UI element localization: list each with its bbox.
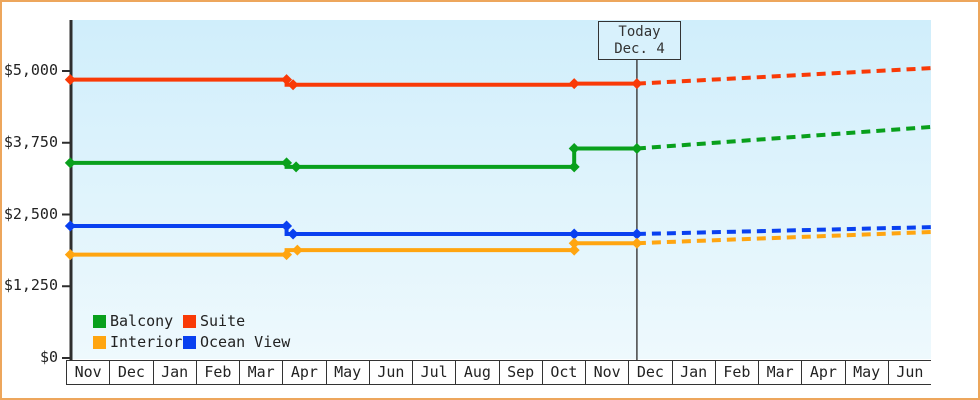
- marker-suite: [64, 74, 76, 86]
- legend: Balcony Suite Interior Ocean View: [93, 311, 290, 352]
- marker-balcony: [281, 157, 293, 169]
- today-label: Today: [618, 23, 661, 40]
- x-axis-month: Feb: [714, 361, 758, 384]
- legend-item-balcony: Balcony: [93, 311, 183, 331]
- x-axis-month: Nov: [585, 361, 628, 384]
- x-axis-month: May: [844, 361, 888, 384]
- marker-ocean-view: [287, 228, 299, 240]
- x-axis-month: Jan: [152, 361, 196, 384]
- marker-ocean-view: [281, 220, 293, 232]
- x-axis-month-row: Nov Dec Jan Feb Mar Apr May Jun Jul Aug Sep Oct Nov D…: [66, 360, 931, 385]
- x-axis-month: May: [325, 361, 369, 384]
- marker-suite: [631, 78, 643, 90]
- legend-item-ocean-view: Ocean View: [183, 332, 290, 352]
- marker-interior: [291, 244, 303, 256]
- marker-balcony: [631, 142, 643, 154]
- x-axis-month: Feb: [195, 361, 239, 384]
- legend-label: Ocean View: [200, 333, 291, 351]
- marker-interior: [568, 244, 580, 256]
- x-axis-month: Jun: [887, 361, 931, 384]
- series-line-ocean-view: [70, 223, 637, 237]
- legend-label: Interior: [110, 333, 183, 351]
- x-axis-month: Apr: [282, 361, 325, 384]
- marker-balcony: [290, 161, 302, 173]
- y-axis-label: $3,750: [3, 132, 58, 151]
- legend-label: Suite: [200, 312, 246, 330]
- marker-suite: [287, 79, 299, 91]
- marker-ocean-view: [64, 220, 76, 232]
- legend-swatch-balcony: [93, 314, 106, 328]
- x-axis-month: Nov: [66, 361, 109, 384]
- x-axis-month: Jan: [671, 361, 715, 384]
- forecast-line-ocean-view: [636, 225, 932, 237]
- x-axis-month: Mar: [758, 361, 801, 384]
- legend-swatch-suite: [183, 314, 196, 328]
- series-line-balcony: [70, 146, 637, 169]
- y-axis-label: $1,250: [3, 276, 58, 295]
- today-date: Dec. 4: [614, 40, 665, 57]
- plot-background: [71, 20, 931, 359]
- x-axis-month: Dec: [628, 361, 671, 384]
- marker-ocean-view: [631, 228, 643, 240]
- marker-ocean-view: [568, 228, 580, 240]
- x-axis-month: Mar: [239, 361, 282, 384]
- legend-swatch-interior: [93, 335, 106, 349]
- series-line-interior: [70, 241, 637, 257]
- marker-balcony: [568, 161, 580, 173]
- marker-balcony: [568, 142, 580, 154]
- legend-item-interior: Interior: [93, 332, 183, 352]
- y-axis-label: $5,000: [3, 61, 58, 79]
- marker-interior: [64, 249, 76, 261]
- series-line-suite: [70, 77, 637, 87]
- x-axis-month: Jun: [368, 361, 412, 384]
- y-axis-label: $2,500: [3, 204, 58, 223]
- x-axis-month: Oct: [541, 361, 585, 384]
- y-axis-label: $0: [39, 348, 58, 366]
- marker-suite: [568, 78, 580, 90]
- legend-item-suite: Suite: [183, 311, 290, 331]
- marker-suite: [281, 74, 293, 86]
- x-axis-month: Aug: [455, 361, 498, 384]
- marker-interior: [631, 237, 643, 249]
- x-axis-month: Sep: [498, 361, 542, 384]
- marker-balcony: [64, 157, 76, 169]
- forecast-line-interior: [636, 230, 932, 246]
- today-annotation: Today Dec. 4: [598, 21, 681, 60]
- legend-label: Balcony: [110, 312, 174, 330]
- x-axis-month: Apr: [801, 361, 844, 384]
- x-axis-month: Dec: [109, 361, 152, 384]
- marker-interior: [568, 237, 580, 249]
- x-axis-month: Jul: [412, 361, 455, 384]
- forecast-line-balcony: [636, 124, 932, 151]
- legend-swatch-ocean-view: [183, 335, 196, 349]
- forecast-line-suite: [636, 66, 932, 86]
- marker-interior: [281, 249, 293, 261]
